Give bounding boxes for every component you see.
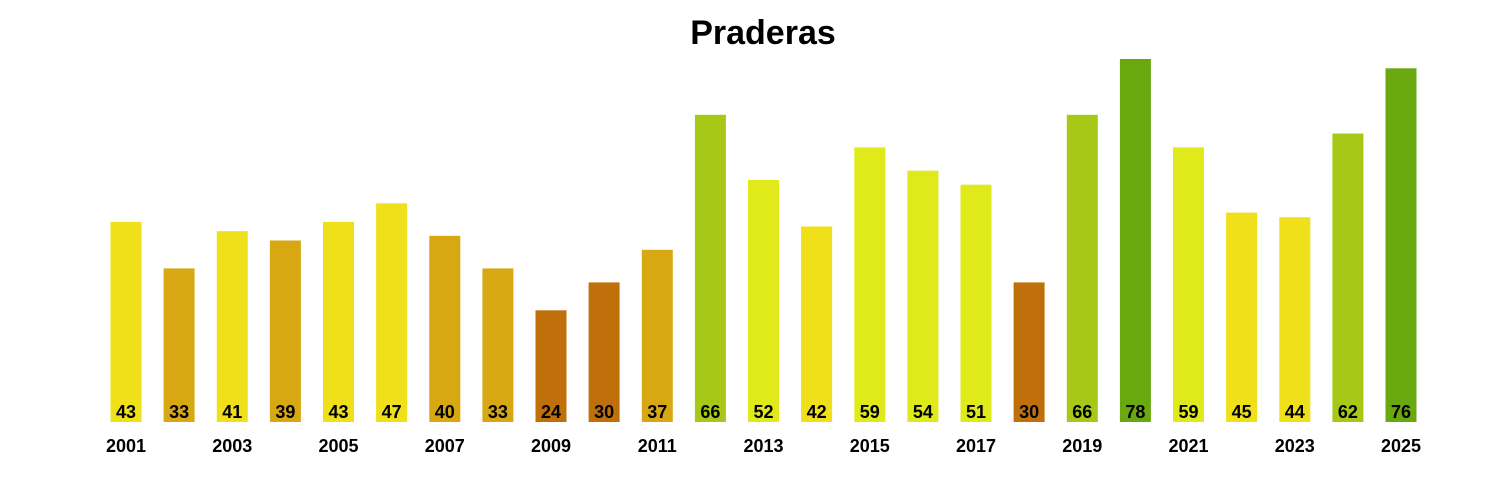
x-tick-label-2011: 2011 [638,436,677,456]
value-label-2013: 52 [753,402,773,422]
x-tick-label-2015: 2015 [850,436,890,456]
value-label-2016: 54 [913,402,933,422]
bar-2014 [801,226,833,422]
bar-2013 [748,180,779,422]
x-tick-label-2003: 2003 [212,436,252,456]
bar-2019 [1066,114,1098,423]
x-tick-label-2013: 2013 [743,436,783,456]
bar-2025 [1385,68,1417,423]
bar-2024 [1332,133,1364,422]
chart-title: Praderas [690,14,836,52]
x-tick-label-2019: 2019 [1062,436,1102,456]
bar-2012 [694,114,726,423]
value-label-2019: 66 [1072,402,1092,422]
bar-2017 [960,184,992,422]
bar-2001 [110,221,142,422]
x-tick-label-2017: 2017 [956,436,996,456]
x-tick-label-2021: 2021 [1168,436,1208,456]
value-labels-group: 43 33 41 39 43 47 40 33 24 30 37 66 52 42 59 54 51 30 66 78… [116,402,1411,422]
value-label-2017: 51 [966,402,986,422]
bar-2018 [1013,282,1045,422]
value-label-2010: 30 [594,402,614,422]
x-tick-label-2001: 2001 [106,436,146,456]
value-label-2007: 40 [435,402,455,422]
bar-2006 [376,203,408,422]
value-label-2002: 33 [169,402,189,422]
value-label-2023: 44 [1285,402,1305,422]
x-tick-label-2023: 2023 [1275,436,1315,456]
bar-2023 [1279,217,1311,422]
value-label-2025: 76 [1391,402,1411,422]
bar-2010 [588,282,620,422]
bar-2020 [1119,59,1151,422]
bar-2004 [269,240,301,422]
x-tick-label-2009: 2009 [531,436,571,456]
value-label-2005: 43 [328,402,348,422]
bar-2016 [907,170,939,422]
value-label-2014: 42 [807,402,827,422]
bar-2005 [323,221,354,422]
bar-2003 [216,231,248,422]
value-label-2003: 41 [222,402,242,422]
value-label-2008: 33 [488,402,508,422]
x-axis-tick-labels: 2001 2003 2005 2007 2009 2011 2013 2015 2017 2019… [106,436,1421,456]
value-label-2022: 45 [1232,402,1252,422]
value-label-2021: 59 [1178,402,1198,422]
value-label-2024: 62 [1338,402,1358,422]
bar-2015 [854,147,886,422]
x-tick-label-2005: 2005 [318,436,358,456]
value-label-2009: 24 [541,402,561,422]
bar-2007 [429,235,461,422]
x-tick-label-2007: 2007 [425,436,465,456]
bar-2009 [535,310,567,422]
value-label-2011: 37 [647,402,667,422]
bar-2021 [1173,147,1204,422]
x-tick-label-2025: 2025 [1381,436,1421,456]
bar-2008 [482,268,514,422]
bar-2022 [1226,212,1258,422]
value-label-2020: 78 [1125,402,1145,422]
value-label-2018: 30 [1019,402,1039,422]
bar-2011 [641,249,673,422]
value-label-2006: 47 [382,402,402,422]
value-label-2001: 43 [116,402,136,422]
value-label-2004: 39 [275,402,295,422]
bars-group [110,59,1417,423]
bar-2002 [163,268,195,422]
value-label-2012: 66 [700,402,720,422]
value-label-2015: 59 [860,402,880,422]
